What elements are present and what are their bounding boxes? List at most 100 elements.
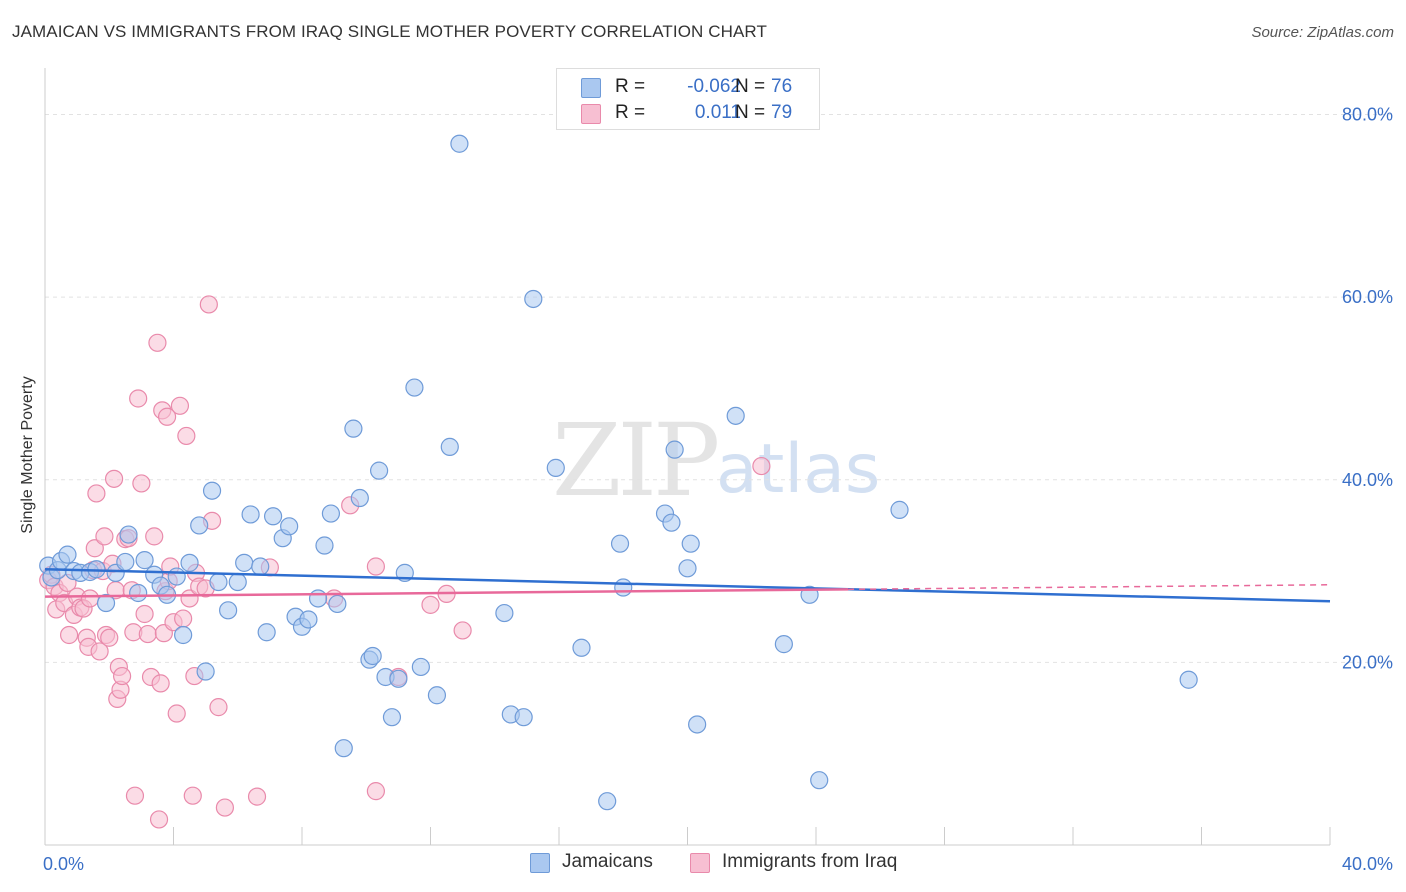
data-point-jamaicans xyxy=(450,134,469,153)
data-point-jamaicans xyxy=(280,517,299,536)
data-point-iraq xyxy=(752,456,771,476)
legend-label-iraq: Immigrants from Iraq xyxy=(722,851,898,872)
data-point-jamaicans xyxy=(257,623,276,642)
n-label: N = xyxy=(735,102,766,123)
data-point-jamaicans xyxy=(514,708,533,727)
r-value: 0.011 xyxy=(694,102,741,123)
data-point-jamaicans xyxy=(196,662,215,681)
data-point-iraq xyxy=(149,810,169,829)
n-value: 76 xyxy=(771,76,793,97)
data-point-iraq xyxy=(87,484,106,503)
data-point-iraq xyxy=(215,798,234,817)
y-tick-label: 60.0% xyxy=(1342,287,1393,307)
data-point-iraq xyxy=(80,589,100,608)
y-tick-label: 80.0% xyxy=(1342,105,1393,125)
tick-labels: 20.0% 40.0% 60.0% 80.0% 0.0% 40.0% xyxy=(43,105,1393,874)
data-point-jamaicans xyxy=(389,669,408,688)
data-point-iraq xyxy=(104,469,124,488)
data-point-iraq xyxy=(129,389,148,408)
pink-swatch xyxy=(581,104,601,124)
data-point-jamaicans xyxy=(96,593,116,613)
data-point-iraq xyxy=(151,674,170,693)
watermark-atlas: atlas xyxy=(716,430,881,509)
data-point-jamaicans xyxy=(662,513,681,532)
legend-label-jamaicans: Jamaicans xyxy=(562,851,653,872)
trend-line-jamaicans xyxy=(44,567,1331,603)
data-point-iraq xyxy=(132,474,151,493)
data-point-jamaicans xyxy=(58,545,77,564)
data-point-iraq xyxy=(209,698,228,717)
x-tick-label: 40.0% xyxy=(1342,854,1393,874)
data-point-jamaicans xyxy=(665,440,684,459)
data-point-jamaicans xyxy=(890,500,909,519)
data-point-iraq xyxy=(167,704,186,723)
data-point-jamaicans xyxy=(440,437,459,456)
data-point-jamaicans xyxy=(363,646,382,666)
data-point-iraq xyxy=(366,782,385,801)
data-point-jamaicans xyxy=(135,551,154,570)
r-label: R = xyxy=(615,102,646,123)
y-tick-label: 20.0% xyxy=(1342,652,1393,672)
data-point-jamaicans xyxy=(427,686,447,705)
series-legend: Jamaicans Immigrants from Iraq xyxy=(0,851,1406,877)
data-point-jamaicans xyxy=(334,739,353,758)
data-point-iraq xyxy=(247,787,267,806)
data-point-iraq xyxy=(59,625,79,645)
data-point-jamaicans xyxy=(167,567,186,586)
x-tick-label: 0.0% xyxy=(43,854,84,874)
data-point-iraq xyxy=(183,786,202,805)
data-point-jamaicans xyxy=(129,583,148,603)
data-point-jamaicans xyxy=(810,771,829,790)
r-label: R = xyxy=(615,76,646,97)
data-point-jamaicans xyxy=(328,594,347,614)
data-point-iraq xyxy=(125,786,145,805)
data-point-jamaicans xyxy=(350,488,369,508)
data-point-iraq xyxy=(90,642,109,661)
n-value: 79 xyxy=(771,102,793,123)
data-point-jamaicans xyxy=(119,525,138,544)
data-point-jamaicans xyxy=(405,378,424,397)
blue-swatch xyxy=(530,853,550,873)
data-point-jamaicans xyxy=(774,635,793,654)
data-point-iraq xyxy=(148,333,167,352)
data-point-jamaicans xyxy=(614,578,633,597)
source-credit: Source: ZipAtlas.com xyxy=(1251,24,1394,41)
chart-title: JAMAICAN VS IMMIGRANTS FROM IRAQ SINGLE … xyxy=(12,22,767,41)
data-point-jamaicans xyxy=(382,708,402,727)
data-point-jamaicans xyxy=(610,534,630,553)
data-point-jamaicans xyxy=(411,657,430,677)
data-point-jamaicans xyxy=(572,638,591,657)
data-point-jamaicans xyxy=(241,505,260,524)
data-point-jamaicans xyxy=(370,461,389,480)
data-point-iraq xyxy=(366,557,385,576)
data-point-iraq xyxy=(421,595,440,614)
data-point-iraq xyxy=(145,527,164,546)
data-point-jamaicans xyxy=(546,458,565,477)
data-point-iraq xyxy=(85,539,104,558)
data-point-iraq xyxy=(199,295,218,314)
r-value: -0.062 xyxy=(687,76,741,97)
data-point-iraq xyxy=(112,666,132,686)
axes xyxy=(44,68,1331,846)
data-point-jamaicans xyxy=(180,553,199,572)
data-point-iraq xyxy=(100,628,119,647)
trend-line-iraq xyxy=(44,588,849,598)
data-point-iraq xyxy=(135,604,154,624)
data-point-iraq xyxy=(95,527,114,546)
blue-swatch xyxy=(581,78,601,98)
trend-lines xyxy=(44,567,1331,603)
data-point-jamaicans xyxy=(524,289,543,309)
pink-swatch xyxy=(690,853,710,873)
trend-line-iraq-extrapolated xyxy=(848,584,1331,591)
data-point-jamaicans xyxy=(1179,670,1198,689)
data-point-jamaicans xyxy=(235,553,254,572)
data-point-jamaicans xyxy=(678,559,697,578)
data-point-jamaicans xyxy=(321,504,341,523)
data-point-jamaicans xyxy=(202,481,222,500)
data-point-iraq xyxy=(138,624,157,644)
data-point-jamaicans xyxy=(344,419,363,438)
data-point-jamaicans xyxy=(688,715,707,734)
data-point-iraq xyxy=(174,609,193,628)
data-point-jamaicans xyxy=(681,534,700,553)
